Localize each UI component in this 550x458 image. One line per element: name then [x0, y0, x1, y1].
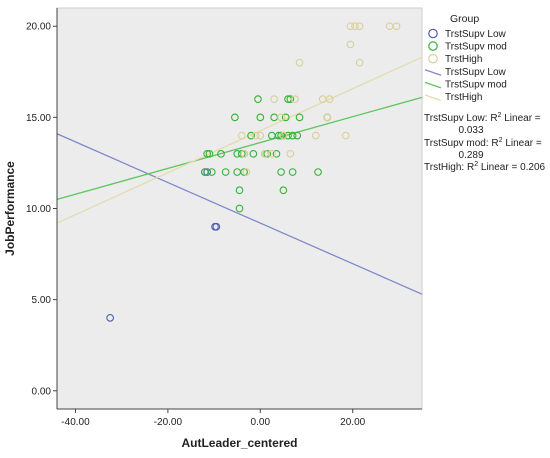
- legend-label: TrstSupv mod: [445, 79, 507, 90]
- data-point: [267, 149, 276, 158]
- fit-statistic-label: TrstHigh: R2 Linear = 0.206: [424, 161, 546, 173]
- data-point: [311, 131, 320, 140]
- fit-statistic-value: 0.033: [458, 125, 483, 136]
- legend-label: TrstHigh: [445, 54, 482, 65]
- data-point: [240, 149, 248, 158]
- data-point: [288, 168, 297, 176]
- x-tick-label: -20.00: [154, 417, 183, 428]
- data-point: [291, 95, 299, 103]
- fit-line: [56, 96, 423, 201]
- data-point: [207, 168, 216, 176]
- data-point: [263, 149, 272, 158]
- data-point: [231, 113, 239, 122]
- data-point: [240, 168, 248, 176]
- data-point: [277, 168, 285, 176]
- data-point: [203, 149, 212, 158]
- x-tick-label: 20.00: [340, 417, 365, 428]
- data-point: [325, 95, 334, 103]
- data-point: [235, 186, 244, 195]
- fit-line: [56, 133, 423, 295]
- data-point: [314, 168, 322, 176]
- data-point: [217, 149, 225, 158]
- data-point: [237, 131, 246, 140]
- x-axis-title: AutLeader_centered: [181, 436, 297, 450]
- legend-marker: [428, 41, 438, 51]
- fit-statistic-value: 0.289: [458, 150, 483, 161]
- data-point: [256, 131, 265, 140]
- data-point: [235, 204, 244, 213]
- legend-label: TrstSupv mod: [445, 42, 507, 53]
- data-point: [295, 58, 304, 67]
- data-point: [355, 22, 364, 31]
- legend-marker: [428, 53, 438, 64]
- data-point: [212, 222, 221, 231]
- y-tick-label: 10.00: [26, 204, 51, 215]
- plot-area: [56, 7, 423, 410]
- data-point: [288, 131, 297, 140]
- fit-lines: [56, 56, 423, 295]
- legend-label: TrstSupv Low: [445, 29, 507, 40]
- fit-statistic-label: TrstSupv mod: R2 Linear =: [424, 137, 542, 149]
- y-tick-label: 0.00: [32, 386, 52, 397]
- data-point: [351, 22, 359, 31]
- data-point: [341, 131, 350, 140]
- data-point: [242, 168, 251, 176]
- data-point: [295, 113, 304, 122]
- y-tick-label: 5.00: [32, 295, 52, 306]
- data-point: [249, 149, 258, 158]
- legend-title: Group: [450, 13, 479, 25]
- data-point: [247, 131, 255, 140]
- x-tick-label: -40.00: [61, 417, 90, 428]
- fit-line: [56, 56, 423, 224]
- x-tick-label: 0.00: [251, 417, 271, 428]
- data-point: [279, 131, 288, 140]
- legend-marker: [428, 28, 438, 39]
- data-point: [323, 113, 332, 122]
- legend-line: [424, 81, 442, 89]
- data-point: [279, 186, 288, 195]
- data-point: [221, 168, 230, 176]
- data-point: [254, 95, 262, 103]
- data-point: [256, 113, 265, 122]
- fit-statistic-label: TrstSupv Low: R2 Linear =: [424, 112, 541, 124]
- data-point: [286, 149, 295, 158]
- y-axis-title: JobPerformance: [3, 161, 17, 256]
- data-point: [346, 40, 355, 49]
- data-point: [272, 149, 281, 158]
- data-point: [392, 22, 401, 31]
- legend-line: [424, 69, 442, 76]
- data-point: [203, 168, 212, 176]
- data-point: [277, 113, 285, 122]
- data-point: [284, 131, 292, 140]
- data-point: [205, 149, 214, 158]
- legend-label: TrstHigh: [445, 92, 482, 103]
- y-axis-ticks: 0.00 5.00 10.00 15.00 20.00: [26, 22, 57, 397]
- data-point: [274, 131, 283, 140]
- data-points: [106, 22, 401, 322]
- legend-label: TrstSupv Low: [445, 67, 507, 78]
- legend-line: [424, 94, 442, 102]
- data-point: [106, 314, 114, 322]
- data-point: [286, 95, 295, 103]
- x-axis-ticks: -40.00 -20.00 0.00 20.00: [61, 409, 366, 428]
- data-point: [237, 149, 246, 158]
- y-tick-label: 15.00: [26, 113, 51, 124]
- y-tick-label: 20.00: [26, 22, 51, 33]
- data-point: [270, 95, 279, 103]
- data-point: [355, 58, 364, 67]
- data-point: [251, 131, 260, 140]
- data-point: [346, 22, 355, 31]
- data-point: [281, 113, 290, 122]
- data-point: [293, 131, 302, 140]
